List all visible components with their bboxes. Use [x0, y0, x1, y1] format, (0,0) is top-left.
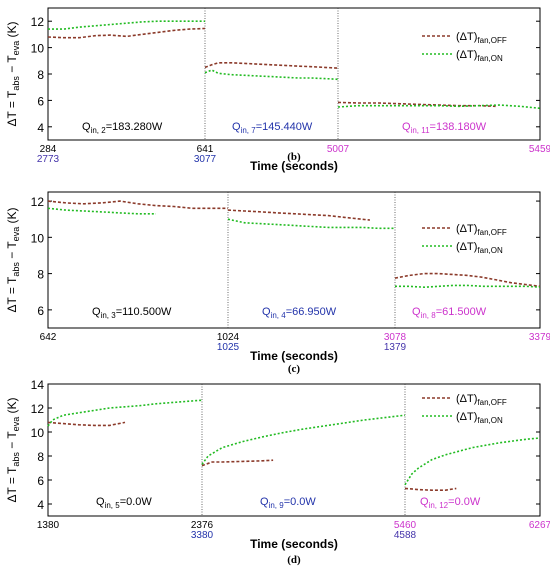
x-tick-label: 5460	[394, 520, 417, 531]
y-axis-label: ΔT = Tabs − Teva (K)	[5, 397, 21, 502]
x-tick-label: 642	[40, 332, 57, 343]
x-tick-label: 6267	[529, 520, 550, 531]
chart-panel-c: 6 8 10 12 ΔT = Tabs − Teva (K) 642 1024 Qin, 3=…	[5, 191, 550, 375]
segment-heat-input-label: Qin, 4=66.950W	[262, 306, 337, 320]
x-axis-label: Time (seconds)	[250, 349, 338, 363]
segment-heat-input-label: Qin, 3=110.500W	[92, 306, 172, 320]
segment-heat-input-label: Qin, 12=0.0W	[420, 496, 481, 510]
y-tick-label: 8	[37, 268, 44, 282]
x-tick-label: 1380	[37, 520, 60, 531]
legend-label: (ΔT)fan,OFF	[456, 31, 507, 45]
x-tick-label: 641	[197, 144, 214, 155]
series-fan-on-line	[395, 284, 541, 289]
series-fan-on-line	[337, 104, 541, 110]
panel-caption: (c)	[288, 363, 301, 375]
y-tick-label: 6	[37, 94, 44, 108]
panel-caption: (b)	[287, 151, 301, 163]
y-tick-label: 8	[37, 450, 44, 464]
series-fan-off-line	[404, 487, 457, 492]
y-tick-label: 10	[31, 231, 45, 245]
series-fan-on-line	[48, 20, 205, 30]
series-fan-on-line	[204, 69, 339, 81]
series-fan-on-line	[404, 437, 541, 486]
x-tick-label-secondary: 4588	[394, 530, 417, 541]
series-fan-on-line	[201, 414, 406, 465]
segment-heat-input-label: Qin, 11=138.180W	[402, 121, 487, 135]
series-fan-off-line	[337, 101, 496, 108]
segment-heat-input-label: Qin, 8=61.500W	[412, 306, 487, 320]
segment-heat-input-label: Qin, 7=145.440W	[232, 121, 313, 135]
segment-heat-input-label: Qin, 5=0.0W	[96, 496, 152, 510]
legend-label: (ΔT)fan,ON	[456, 241, 503, 255]
y-tick-label: 6	[37, 474, 44, 488]
y-tick-label: 6	[37, 304, 44, 318]
y-tick-label: 12	[31, 402, 45, 416]
x-tick-label-secondary: 3077	[194, 154, 217, 165]
series-fan-off-line	[47, 200, 228, 210]
x-tick-label: 5007	[327, 144, 350, 155]
series-fan-off-line	[394, 272, 541, 288]
chart-panel-d: 4 6 8 10 12 14 ΔT = Tabs − Teva (K) 1380 2376 Qin…	[5, 378, 550, 566]
y-tick-label: 4	[37, 498, 44, 512]
series-fan-on-line	[47, 399, 203, 427]
series-fan-off-line	[47, 421, 126, 427]
series-fan-off-line	[204, 61, 339, 69]
x-tick-label-secondary: 1379	[384, 342, 407, 353]
legend-label: (ΔT)fan,OFF	[456, 393, 507, 407]
legend-label: (ΔT)fan,ON	[456, 49, 503, 63]
x-tick-label-secondary: 3380	[191, 530, 214, 541]
y-axis-label: ΔT = Tabs − Teva (K)	[5, 21, 21, 126]
legend-label: (ΔT)fan,OFF	[456, 223, 507, 237]
x-tick-label: 5459	[529, 144, 550, 155]
y-tick-label: 14	[31, 378, 45, 392]
series-fan-on-line	[227, 218, 395, 230]
y-tick-label: 8	[37, 68, 44, 82]
y-tick-label: 10	[31, 426, 45, 440]
x-tick-label: 284	[40, 144, 57, 155]
plot-frame	[47, 191, 541, 329]
x-tick-label: 1024	[217, 332, 240, 343]
segment-heat-input-label: Qin, 9=0.0W	[260, 496, 316, 510]
x-axis-label: Time (seconds)	[250, 159, 338, 173]
segment-heat-input-label: Qin, 2=183.280W	[82, 121, 163, 135]
y-tick-label: 4	[37, 121, 44, 135]
x-tick-label-secondary: 1025	[217, 342, 240, 353]
x-tick-label: 2376	[191, 520, 214, 531]
y-tick-label: 12	[31, 15, 45, 29]
series-fan-on-line	[47, 207, 156, 215]
x-axis-label: Time (seconds)	[250, 537, 338, 551]
panel-caption: (d)	[287, 554, 301, 566]
plot-frame	[47, 383, 541, 517]
y-tick-label: 12	[31, 195, 45, 209]
chart-panel-b: 4 6 8 10 12 ΔT = Tabs − Teva (K) 284 641 2773 Qin…	[5, 7, 550, 173]
series-fan-off-line	[201, 459, 274, 467]
x-tick-label: 3078	[384, 332, 407, 343]
legend-label: (ΔT)fan,ON	[456, 411, 503, 425]
y-tick-label: 10	[31, 42, 45, 56]
x-tick-label-secondary: 2773	[37, 154, 60, 165]
series-fan-off-line	[227, 209, 370, 221]
x-tick-label: 3379	[529, 332, 550, 343]
series-fan-off-line	[47, 27, 206, 39]
y-axis-label: ΔT = Tabs − Teva (K)	[5, 207, 21, 312]
